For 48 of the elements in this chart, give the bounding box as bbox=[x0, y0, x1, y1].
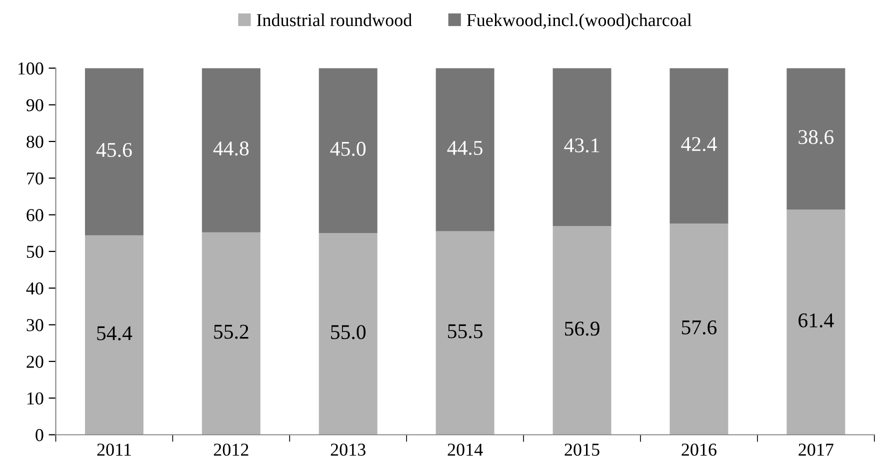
bar bbox=[318, 233, 378, 435]
data-label: 61.4 bbox=[798, 313, 834, 328]
x-tick-label: 2017 bbox=[798, 444, 834, 456]
bar bbox=[84, 68, 144, 236]
x-tick-label: 2013 bbox=[330, 444, 366, 456]
bar bbox=[202, 232, 260, 435]
data-label: 45.6 bbox=[96, 142, 132, 158]
x-tick-label: 2014 bbox=[448, 444, 483, 456]
data-label: 44.8 bbox=[213, 141, 249, 156]
data-label: 54.4 bbox=[97, 326, 132, 340]
y-tick-label: 90 bbox=[26, 99, 44, 112]
data-label: 57.6 bbox=[682, 320, 717, 334]
data-label: 42.4 bbox=[681, 137, 717, 152]
y-tick-label: 40 bbox=[26, 282, 44, 295]
bar bbox=[436, 231, 494, 435]
data-label: 55.0 bbox=[331, 325, 366, 340]
y-tick-label: 50 bbox=[26, 246, 44, 258]
x-tick-label: 2011 bbox=[97, 444, 131, 456]
y-tick-label: 0 bbox=[36, 429, 44, 442]
y-tick-label: 20 bbox=[26, 356, 44, 368]
bar bbox=[670, 224, 728, 435]
legend-label: Industrial roundwood bbox=[256, 14, 412, 26]
legend-label: Fuekwood,incl.(wood)charcoal bbox=[466, 14, 692, 30]
bar bbox=[202, 68, 260, 232]
bar bbox=[786, 210, 846, 435]
y-tick-label: 60 bbox=[26, 209, 44, 222]
x-tick-label: 2016 bbox=[682, 444, 716, 456]
bar bbox=[436, 68, 494, 232]
y-tick-label: 70 bbox=[27, 172, 44, 185]
y-tick-label: 80 bbox=[26, 136, 44, 148]
bar bbox=[670, 68, 728, 224]
y-tick-label: 10 bbox=[27, 392, 44, 405]
data-label: 38.6 bbox=[798, 130, 834, 144]
data-label: 45.0 bbox=[330, 142, 366, 156]
bar bbox=[786, 68, 846, 210]
y-tick-label: 30 bbox=[26, 319, 44, 332]
y-tick-label: 100 bbox=[18, 62, 44, 75]
data-label: 44.5 bbox=[447, 141, 482, 156]
data-label: 55.2 bbox=[214, 324, 248, 339]
bar bbox=[318, 68, 378, 234]
bar bbox=[552, 68, 612, 226]
bar bbox=[552, 226, 612, 435]
data-label: 56.9 bbox=[564, 322, 600, 336]
data-label: 43.1 bbox=[564, 138, 599, 152]
bar bbox=[84, 235, 144, 435]
x-tick-label: 2015 bbox=[564, 444, 600, 456]
data-label: 55.5 bbox=[448, 324, 482, 338]
x-tick-label: 2012 bbox=[214, 444, 248, 456]
